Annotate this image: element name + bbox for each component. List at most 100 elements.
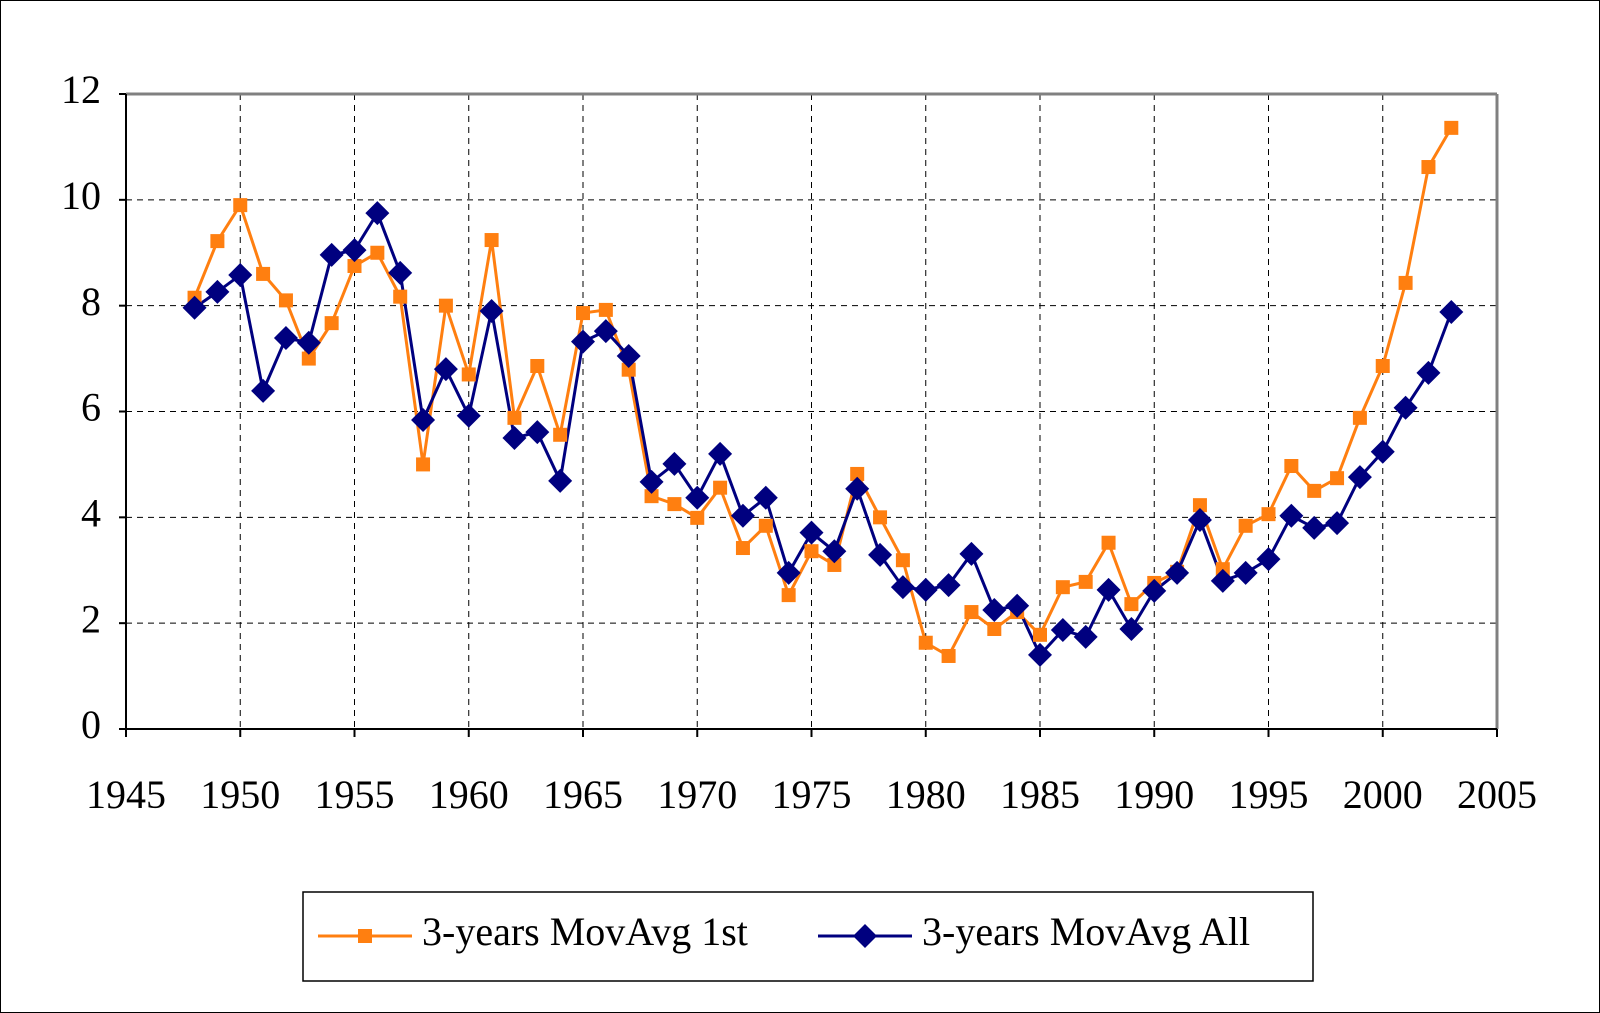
- series-line: [193, 127, 1453, 659]
- data-point: [1375, 358, 1390, 373]
- y-tick-label: 8: [81, 279, 101, 324]
- data-point: [507, 410, 522, 425]
- data-point: [685, 485, 710, 510]
- data-point: [1393, 395, 1418, 420]
- legend-label: 3-years MovAvg 1st: [422, 909, 748, 954]
- data-point: [1279, 503, 1304, 528]
- data-point: [644, 489, 659, 504]
- x-tick-label: 1970: [657, 772, 737, 817]
- data-point: [1210, 568, 1235, 593]
- data-point: [662, 451, 687, 476]
- data-point: [964, 605, 979, 620]
- data-point: [1073, 624, 1098, 649]
- data-point: [1370, 439, 1395, 464]
- data-point: [553, 427, 568, 442]
- data-point: [781, 588, 796, 603]
- data-point: [1352, 410, 1367, 425]
- x-tick-label: 1985: [1000, 772, 1080, 817]
- data-point: [251, 378, 276, 403]
- data-point: [753, 485, 778, 510]
- y-tick-label: 4: [81, 491, 101, 536]
- data-point: [456, 403, 481, 428]
- legend-box: [302, 891, 1314, 982]
- data-point: [598, 302, 613, 317]
- data-point: [776, 560, 801, 585]
- y-tick-label: 0: [81, 702, 101, 747]
- data-point: [1325, 511, 1350, 536]
- data-point: [273, 325, 298, 350]
- data-point: [228, 262, 253, 287]
- data-point: [1142, 578, 1167, 603]
- data-point: [868, 542, 893, 567]
- data-point: [822, 539, 847, 564]
- data-point: [278, 293, 293, 308]
- data-point: [1096, 577, 1121, 602]
- data-point: [1233, 560, 1258, 585]
- data-point: [393, 289, 408, 304]
- x-tick-label: 1955: [315, 772, 395, 817]
- x-tick-label: 2000: [1343, 772, 1423, 817]
- data-point: [461, 367, 476, 382]
- data-point: [936, 573, 961, 598]
- data-point: [1284, 459, 1299, 474]
- data-point: [576, 306, 590, 321]
- x-tick-label: 1995: [1229, 772, 1309, 817]
- data-point: [210, 234, 225, 249]
- data-point: [913, 577, 938, 602]
- x-tick-label: 1975: [772, 772, 852, 817]
- data-point: [1078, 574, 1093, 589]
- data-point: [548, 468, 573, 493]
- data-point: [1330, 471, 1345, 486]
- data-point: [182, 295, 207, 320]
- data-point: [530, 358, 545, 373]
- data-point: [918, 635, 933, 650]
- data-point: [1256, 547, 1281, 572]
- y-tick-label: 2: [81, 596, 101, 641]
- data-point: [959, 541, 984, 566]
- data-point: [1307, 483, 1322, 498]
- data-point: [1302, 515, 1327, 540]
- data-point: [735, 541, 750, 556]
- data-point: [1101, 535, 1116, 550]
- data-point: [1187, 507, 1212, 532]
- data-point: [1444, 120, 1459, 135]
- data-point: [205, 279, 230, 304]
- x-tick-label: 1990: [1114, 772, 1194, 817]
- data-point: [799, 520, 824, 545]
- data-point: [301, 351, 316, 366]
- data-point: [370, 245, 385, 260]
- data-point: [667, 497, 682, 512]
- data-point: [365, 201, 390, 226]
- data-point: [1055, 580, 1070, 595]
- data-point: [845, 476, 870, 501]
- x-tick-label: 1980: [886, 772, 966, 817]
- data-point: [1238, 518, 1253, 533]
- data-point: [1119, 616, 1144, 641]
- data-point: [982, 597, 1007, 622]
- data-point: [639, 469, 664, 494]
- data-point: [708, 441, 733, 466]
- data-point: [713, 480, 728, 495]
- data-point: [1005, 593, 1030, 618]
- data-point: [621, 362, 636, 377]
- legend: 3-years MovAvg 1st 3-years MovAvg All: [302, 891, 1314, 982]
- y-tick-label: 6: [81, 385, 101, 430]
- data-point: [1347, 465, 1372, 490]
- data-point: [479, 298, 504, 323]
- data-point: [416, 457, 431, 472]
- x-tick-label: 1960: [429, 772, 509, 817]
- y-tick-label: 12: [61, 67, 101, 112]
- data-point: [890, 575, 915, 600]
- data-point: [571, 329, 595, 354]
- data-point: [525, 420, 550, 445]
- data-point: [1050, 618, 1075, 643]
- data-point: [1261, 507, 1276, 522]
- data-point: [1421, 160, 1436, 175]
- data-point: [1439, 300, 1464, 325]
- data-point: [730, 503, 755, 528]
- data-point: [987, 621, 1002, 636]
- data-point: [827, 557, 842, 572]
- data-point: [324, 316, 339, 331]
